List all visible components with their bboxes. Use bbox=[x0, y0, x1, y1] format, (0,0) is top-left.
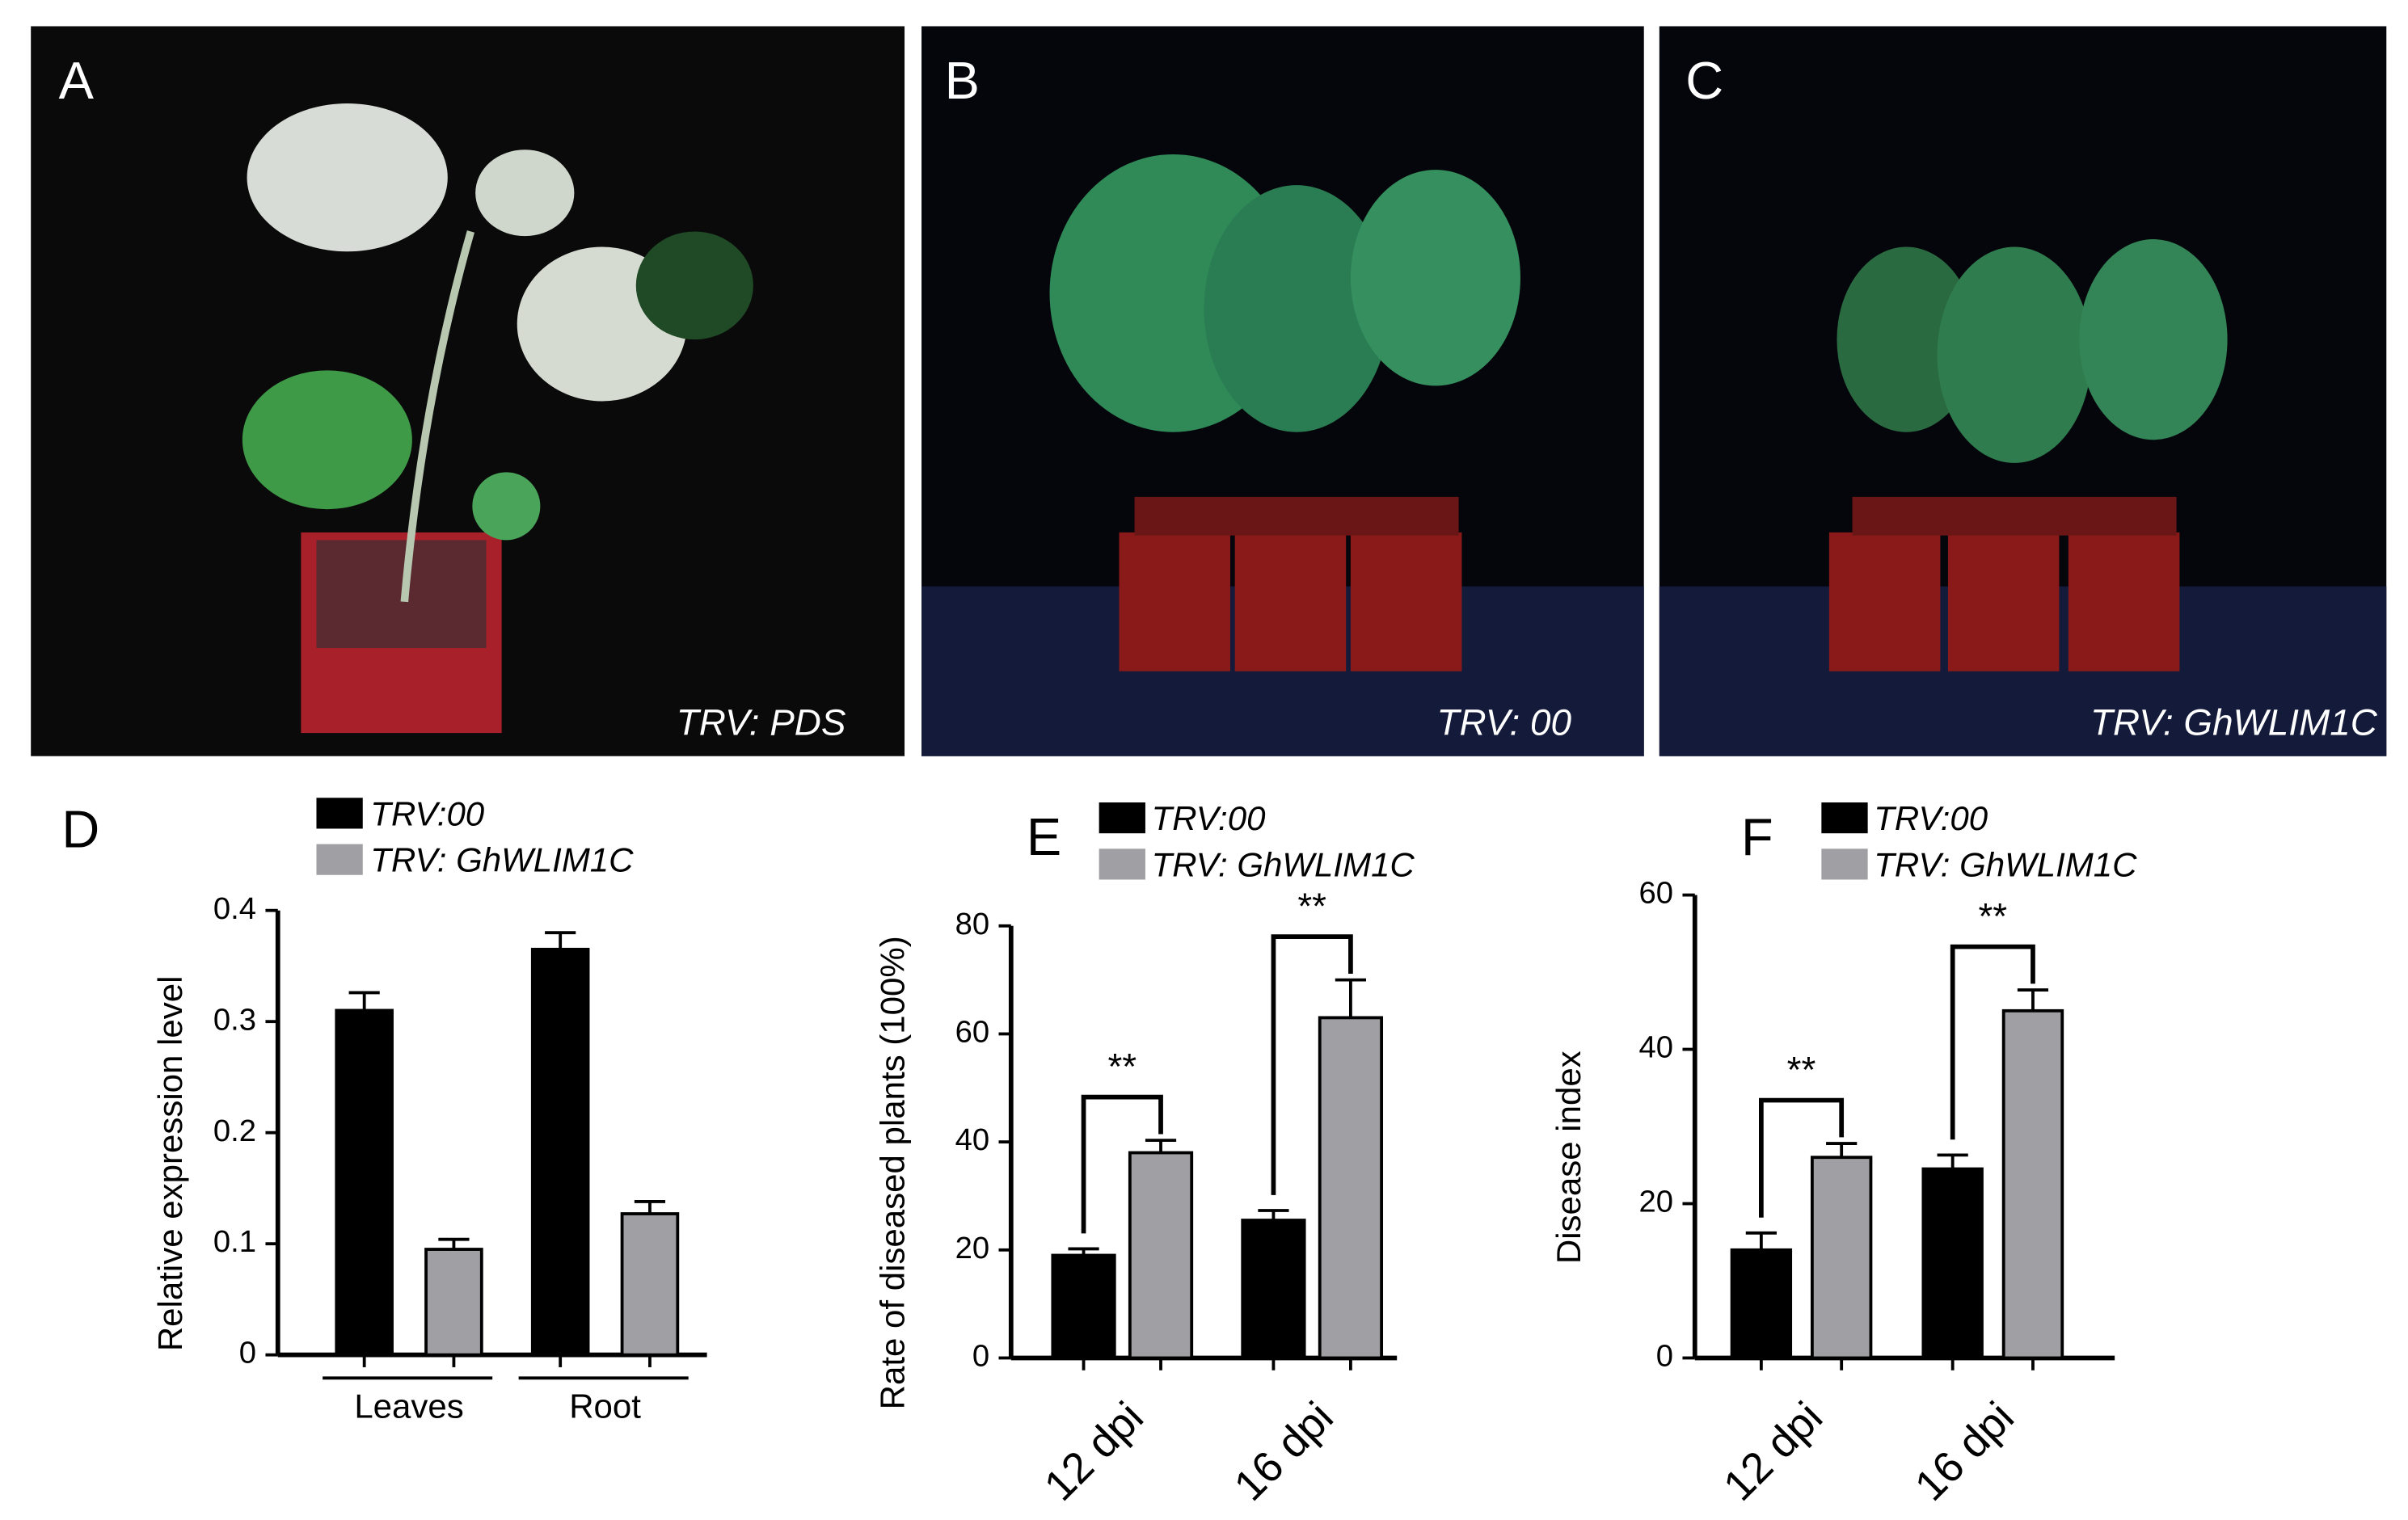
bar bbox=[1241, 1219, 1306, 1360]
bar bbox=[2001, 1008, 2064, 1360]
panel-letter: B bbox=[945, 51, 980, 110]
y-tick-label: 60 bbox=[1639, 876, 1673, 911]
legend-swatch bbox=[316, 798, 363, 829]
x-tick-label: 12 dpi bbox=[1035, 1393, 1153, 1510]
significance-label: ** bbox=[1978, 895, 2007, 937]
photo-label: TRV: 00 bbox=[1437, 702, 1572, 743]
y-tick-label: 60 bbox=[955, 1015, 989, 1050]
y-axis-label: Rate of diseased plants (100%) bbox=[874, 936, 912, 1409]
bar bbox=[1730, 1248, 1793, 1360]
significance-bracket bbox=[1081, 1094, 1163, 1234]
bar bbox=[1921, 1167, 1984, 1360]
y-tick-label: 0.2 bbox=[213, 1114, 256, 1148]
bar bbox=[335, 1008, 394, 1357]
legend-label: TRV:00 bbox=[1152, 799, 1267, 837]
y-tick-label: 40 bbox=[955, 1122, 989, 1157]
legend-label: TRV:00 bbox=[1874, 799, 1988, 837]
legend-swatch bbox=[316, 844, 363, 875]
significance-bracket bbox=[1271, 934, 1353, 1195]
bar bbox=[424, 1248, 483, 1357]
y-tick-label: 20 bbox=[1639, 1185, 1673, 1219]
y-tick-label: 0 bbox=[972, 1339, 989, 1374]
bar bbox=[1128, 1151, 1194, 1360]
y-axis-label: Disease index bbox=[1550, 1051, 1588, 1264]
legend-label: TRV: GhWLIM1C bbox=[1874, 845, 2137, 883]
legend-swatch bbox=[1821, 848, 1868, 880]
x-tick-label: 12 dpi bbox=[1714, 1393, 1832, 1510]
significance-bracket bbox=[1759, 1097, 1845, 1218]
bar bbox=[1318, 1016, 1384, 1360]
panel-letter: E bbox=[1027, 807, 1061, 866]
legend-label: TRV: GhWLIM1C bbox=[370, 841, 634, 879]
photo-label: TRV: PDS bbox=[677, 702, 846, 743]
y-tick-label: 0 bbox=[1656, 1339, 1673, 1374]
panel-letter: D bbox=[61, 799, 99, 858]
legend-label: TRV: GhWLIM1C bbox=[1152, 845, 1415, 883]
y-axis-label: Relative expression level bbox=[151, 976, 189, 1352]
significance-label: ** bbox=[1297, 886, 1326, 927]
legend-swatch bbox=[1099, 802, 1145, 834]
y-tick-label: 0.3 bbox=[213, 1002, 256, 1037]
significance-bracket bbox=[1950, 944, 2035, 1140]
photo-c bbox=[1659, 26, 2387, 756]
photo-a bbox=[31, 26, 905, 756]
photo-label: TRV: GhWLIM1C bbox=[2090, 702, 2378, 743]
legend-label: TRV:00 bbox=[370, 794, 485, 832]
y-tick-label: 0.1 bbox=[213, 1224, 256, 1259]
y-tick-label: 0.4 bbox=[213, 891, 256, 926]
y-tick-label: 0 bbox=[239, 1336, 256, 1371]
significance-label: ** bbox=[1787, 1049, 1816, 1090]
bar bbox=[1051, 1253, 1116, 1360]
y-tick-label: 40 bbox=[1639, 1030, 1673, 1065]
bar bbox=[1810, 1156, 1873, 1360]
legend-swatch bbox=[1099, 848, 1145, 880]
y-tick-label: 20 bbox=[955, 1231, 989, 1265]
x-tick-label: 16 dpi bbox=[1906, 1393, 2023, 1510]
y-tick-label: 80 bbox=[955, 907, 989, 941]
x-tick-label: Root bbox=[569, 1387, 641, 1425]
panel-letter: A bbox=[59, 51, 95, 110]
x-tick-label: Leaves bbox=[354, 1387, 463, 1425]
bar bbox=[620, 1212, 680, 1357]
x-tick-label: 16 dpi bbox=[1225, 1393, 1343, 1510]
significance-label: ** bbox=[1107, 1046, 1137, 1087]
photo-b bbox=[921, 26, 1644, 756]
legend-swatch bbox=[1821, 802, 1868, 834]
bar bbox=[530, 947, 590, 1357]
panel-letter: C bbox=[1685, 51, 1723, 110]
panel-letter: F bbox=[1741, 807, 1773, 866]
